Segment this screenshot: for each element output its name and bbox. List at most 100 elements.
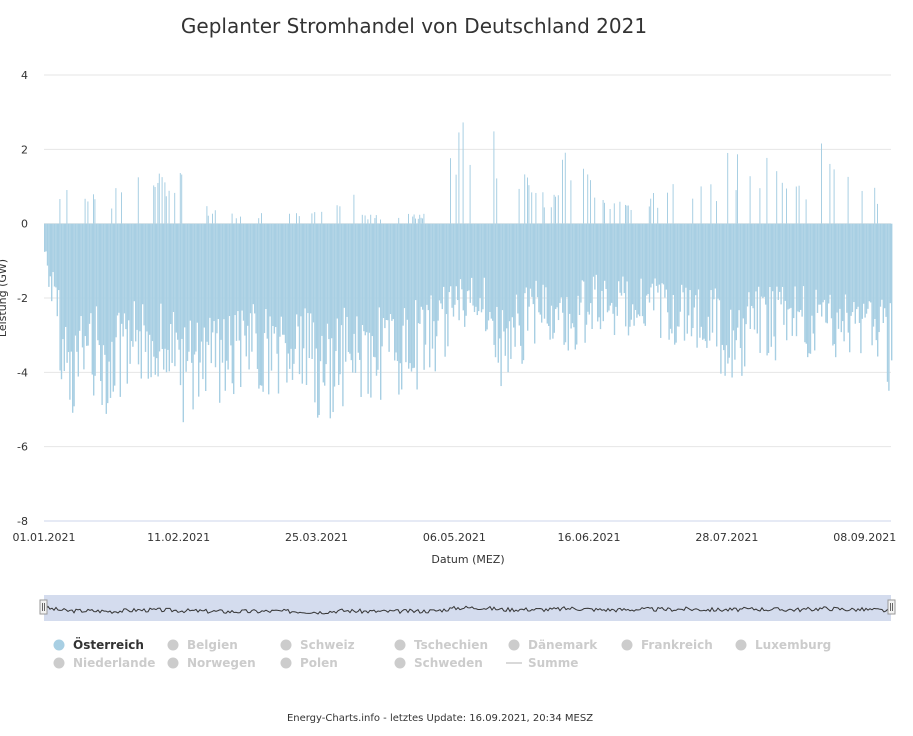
- area-bar: [772, 223, 774, 292]
- area-bar: [160, 223, 162, 304]
- area-bar: [319, 223, 322, 362]
- area-bar: [88, 223, 91, 324]
- area-bar: [616, 223, 618, 316]
- legend-item-schweiz[interactable]: Schweiz: [280, 638, 355, 652]
- legend-item-niederlande[interactable]: Niederlande: [53, 656, 156, 670]
- credits[interactable]: Energy-Charts.info - letztes Update: 16.…: [287, 713, 593, 724]
- area-bar: [315, 223, 317, 349]
- area-bar: [91, 223, 93, 375]
- area-bar: [473, 223, 476, 313]
- area-bar: [576, 223, 578, 345]
- area-bar: [528, 223, 530, 307]
- area-bar: [760, 223, 763, 297]
- y-tick-label: -2: [17, 292, 28, 305]
- area-bar: [171, 223, 173, 363]
- area-bar: [128, 223, 130, 321]
- area-bar: [779, 223, 781, 292]
- area-bar: [653, 223, 655, 311]
- area-bar: [745, 223, 747, 325]
- legend-label: Frankreich: [641, 638, 713, 652]
- area-bar: [570, 223, 572, 329]
- area-bar: [709, 223, 711, 341]
- area-bar: [864, 223, 866, 318]
- area-bar: [202, 223, 204, 380]
- area-bar: [627, 223, 630, 336]
- legend-item-polen[interactable]: Polen: [280, 656, 338, 670]
- area-bar: [693, 223, 695, 308]
- legend-item-summe[interactable]: Summe: [506, 656, 578, 670]
- legend-item-frankreich[interactable]: Frankreich: [621, 638, 713, 652]
- area-bar: [105, 223, 107, 414]
- area-bar: [646, 223, 648, 296]
- area-bar: [703, 223, 705, 339]
- area-bar: [527, 177, 528, 224]
- area-bar: [555, 223, 557, 310]
- area-bar: [595, 223, 597, 275]
- series-area-oesterreich[interactable]: [44, 122, 893, 423]
- legend-item-norwegen[interactable]: Norwegen: [167, 656, 256, 670]
- area-bar: [121, 192, 122, 224]
- area-bar: [748, 223, 750, 293]
- area-bar: [730, 223, 732, 310]
- area-bar: [132, 223, 134, 347]
- legend-item-tschechien[interactable]: Tschechien: [394, 638, 488, 652]
- area-bar: [303, 223, 305, 349]
- navigator-handle-left[interactable]: [39, 599, 48, 615]
- area-bar: [795, 223, 798, 337]
- area-bar: [506, 223, 508, 329]
- area-bar: [633, 223, 635, 326]
- area-bar: [532, 223, 534, 305]
- area-bar: [459, 223, 462, 280]
- area-bar: [723, 223, 725, 351]
- area-bar: [81, 223, 84, 348]
- area-bar: [528, 185, 530, 224]
- legend-item-luxemburg[interactable]: Luxemburg: [735, 638, 832, 652]
- navigator[interactable]: [39, 595, 896, 621]
- legend-item-daenemark[interactable]: Dänemark: [508, 638, 599, 652]
- legend-item-oesterreich[interactable]: Österreich: [53, 637, 144, 652]
- area-bar: [724, 223, 726, 376]
- area-bar: [581, 223, 583, 281]
- area-bar: [164, 223, 166, 349]
- area-bar: [466, 223, 469, 292]
- area-bar: [408, 213, 409, 224]
- series-area-negative: [44, 223, 893, 423]
- area-bar: [863, 223, 865, 304]
- area-bar: [738, 223, 740, 311]
- area-bar: [161, 223, 163, 349]
- legend-item-belgien[interactable]: Belgien: [167, 638, 238, 652]
- area-bar: [338, 223, 340, 386]
- area-bar: [609, 223, 611, 306]
- area-bar: [258, 223, 260, 389]
- area-bar: [49, 223, 51, 277]
- area-bar: [455, 174, 457, 224]
- area-bar: [580, 223, 582, 303]
- legend-label: Norwegen: [187, 656, 256, 670]
- area-bar: [304, 223, 306, 309]
- area-bar: [548, 223, 550, 327]
- area-bar: [710, 184, 712, 224]
- area-bar: [340, 223, 343, 326]
- area-bar: [877, 223, 879, 357]
- area-bar: [324, 223, 326, 386]
- area-bar: [678, 223, 680, 327]
- area-bar: [457, 223, 459, 301]
- area-bar: [387, 223, 389, 321]
- area-bar: [872, 223, 875, 327]
- navigator-handle-right[interactable]: [887, 599, 896, 615]
- area-bar: [819, 223, 821, 305]
- area-bar: [801, 223, 803, 317]
- area-bar: [732, 223, 735, 331]
- area-bar: [234, 223, 236, 316]
- area-bar: [417, 223, 420, 324]
- x-tick-label: 16.06.2021: [557, 531, 620, 544]
- legend-item-schweden[interactable]: Schweden: [394, 656, 483, 670]
- legend-symbol: [53, 639, 65, 651]
- area-bar: [137, 177, 139, 224]
- area-bar: [828, 223, 830, 304]
- area-bar: [634, 223, 637, 310]
- area-bar: [567, 223, 569, 351]
- area-bar: [835, 223, 837, 358]
- area-bar: [265, 223, 267, 309]
- area-bar: [367, 223, 369, 394]
